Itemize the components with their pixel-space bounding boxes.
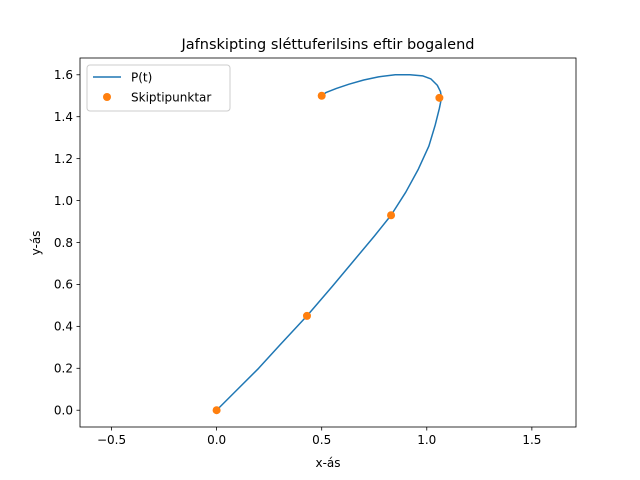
x-tick-label: 1.5 — [522, 433, 541, 447]
scatter-point — [302, 311, 311, 320]
y-tick-label: 1.6 — [54, 68, 73, 82]
plot-area: −0.5 0.0 0.5 1.0 1.5 0.0 0.2 0.4 0.6 0.8 1.0 1.2 1.4… — [54, 57, 577, 447]
x-tick-label: −0.5 — [97, 433, 126, 447]
chart-title: Jafnskipting sléttuferilsins eftir bogal… — [181, 37, 475, 53]
legend-label: Skiptipunktar — [131, 90, 211, 104]
legend-marker-swatch — [103, 93, 111, 101]
y-tick-label: 0.0 — [54, 404, 73, 418]
legend-box — [86, 64, 231, 112]
y-tick-label: 1.0 — [54, 194, 73, 208]
scatter-point — [387, 211, 396, 220]
y-tick-label: 0.2 — [54, 362, 73, 376]
x-tick-label: 1.0 — [417, 433, 436, 447]
legend: P(t) Skiptipunktar — [86, 64, 231, 112]
series-line-0 — [216, 74, 443, 411]
legend-label: P(t) — [131, 70, 152, 84]
scatter-point — [435, 93, 444, 102]
y-tick-label: 1.2 — [54, 152, 73, 166]
y-tick-label: 0.4 — [54, 320, 73, 334]
x-axis-label: x-ás — [315, 456, 340, 470]
x-tick-label: 0.5 — [312, 433, 331, 447]
y-axis-label: y-ás — [29, 231, 43, 256]
y-tick-label: 0.6 — [54, 278, 73, 292]
y-tick-label: 1.4 — [54, 110, 73, 124]
y-tick-label: 0.8 — [54, 236, 73, 250]
x-tick-label: 0.0 — [207, 433, 226, 447]
scatter-point — [317, 91, 326, 100]
scatter-point — [212, 406, 221, 415]
